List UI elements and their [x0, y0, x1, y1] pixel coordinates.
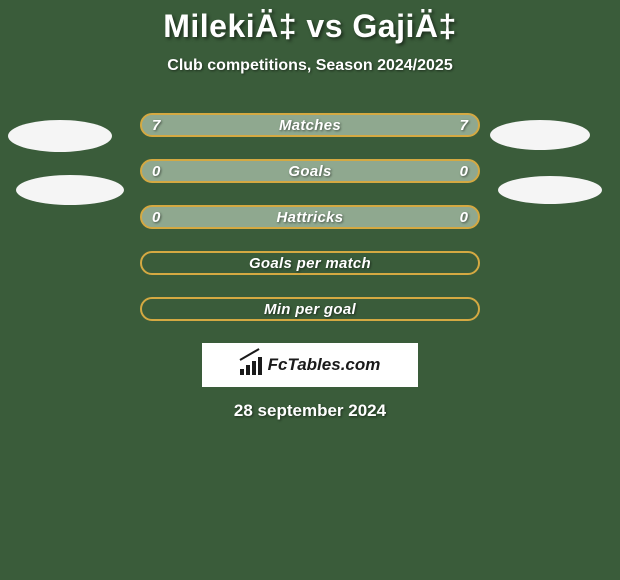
stat-value-left: 7	[152, 117, 160, 134]
date-label: 28 september 2024	[234, 401, 386, 421]
stat-bar: Matches 7 7	[140, 113, 480, 137]
subtitle: Club competitions, Season 2024/2025	[167, 57, 452, 75]
stat-value-left: 0	[152, 209, 160, 226]
logo-chart-icon	[240, 355, 262, 375]
stat-value-right: 0	[460, 209, 468, 226]
stat-row: Min per goal	[0, 297, 620, 321]
stat-bar: Goals 0 0	[140, 159, 480, 183]
stat-bar: Hattricks 0 0	[140, 205, 480, 229]
stat-label: Hattricks	[277, 209, 344, 226]
stat-row: Goals per match	[0, 251, 620, 275]
logo-text: FcTables.com	[268, 355, 381, 375]
stat-value-right: 0	[460, 163, 468, 180]
page-title: MilekiÄ‡ vs GajiÄ‡	[163, 8, 457, 45]
decoration-ellipse	[498, 176, 602, 204]
logo-box[interactable]: FcTables.com	[202, 343, 418, 387]
stat-label: Goals per match	[249, 255, 371, 272]
decoration-ellipse	[490, 120, 590, 150]
stat-row: Hattricks 0 0	[0, 205, 620, 229]
stat-bar: Goals per match	[140, 251, 480, 275]
stat-label: Matches	[279, 117, 341, 134]
decoration-ellipse	[8, 120, 112, 152]
stat-label: Min per goal	[264, 301, 356, 318]
stat-bar: Min per goal	[140, 297, 480, 321]
decoration-ellipse	[16, 175, 124, 205]
stat-label: Goals	[288, 163, 331, 180]
stat-value-right: 7	[460, 117, 468, 134]
main-container: MilekiÄ‡ vs GajiÄ‡ Club competitions, Se…	[0, 0, 620, 421]
stat-value-left: 0	[152, 163, 160, 180]
